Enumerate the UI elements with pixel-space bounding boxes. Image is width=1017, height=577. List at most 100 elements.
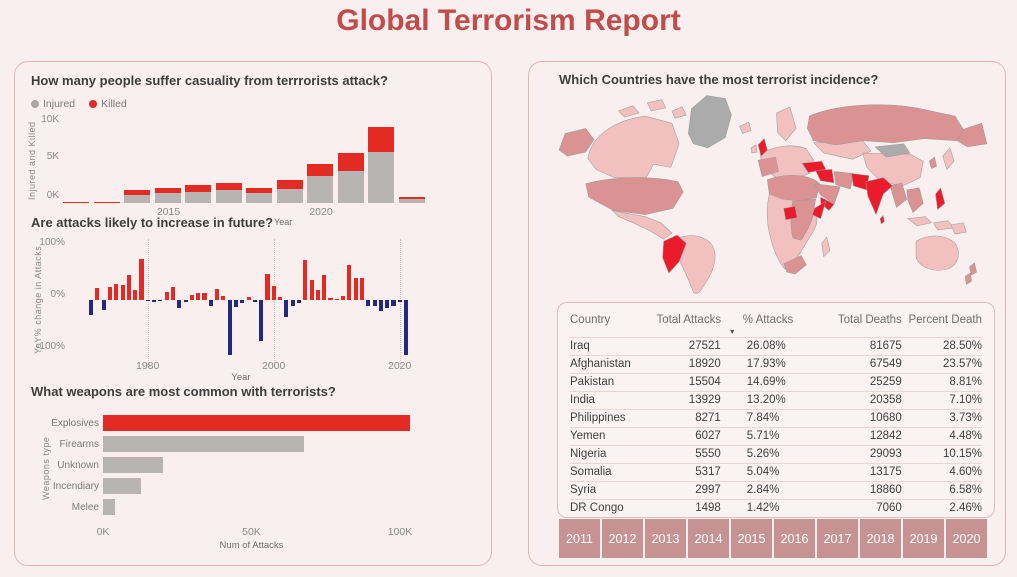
map-region-mexico-central-america[interactable] (611, 210, 673, 240)
yoy-bar-1972[interactable] (95, 288, 100, 300)
yoy-bar-2011[interactable] (341, 295, 346, 300)
casualty-bar-2014[interactable] (124, 119, 150, 203)
yoy-bar-2010[interactable] (334, 298, 339, 300)
casualty-bar-2019[interactable] (276, 119, 303, 203)
yoy-bar-2000[interactable] (271, 285, 276, 300)
yoy-bar-1988[interactable] (196, 293, 201, 300)
map-region-arctic-islands[interactable] (618, 99, 687, 119)
column-header-percent-death[interactable]: Percent Death (908, 314, 982, 326)
yoy-bar-2005[interactable] (303, 260, 308, 300)
map-region-scandinavia[interactable] (776, 106, 797, 142)
weapons-chart-plot[interactable]: Explosives Firearms Unknown Incendiary Melee (43, 415, 473, 520)
yoy-bar-2013[interactable] (353, 278, 358, 300)
map-region-korea[interactable] (929, 156, 937, 169)
year-button-2018[interactable]: 2018 (860, 519, 901, 558)
yoy-bar-1979[interactable] (139, 258, 144, 300)
map-region-france-iberia[interactable] (757, 156, 779, 177)
map-region-indonesia[interactable] (907, 216, 955, 231)
map-region-madagascar[interactable] (821, 236, 831, 258)
map-region-russia-far-east[interactable] (956, 122, 988, 148)
yoy-bar-1990[interactable] (208, 300, 213, 306)
map-region-russia[interactable] (807, 104, 964, 146)
map-region-new-guinea[interactable] (950, 222, 967, 235)
map-region-india[interactable] (865, 177, 893, 216)
map-region-myanmar[interactable] (890, 182, 908, 208)
year-button-2015[interactable]: 2015 (731, 519, 772, 558)
yoy-chart-plot[interactable] (69, 239, 413, 367)
map-region-indochina[interactable] (906, 187, 924, 213)
map-region-canada[interactable] (587, 115, 680, 178)
table-row-afghanistan[interactable]: Afghanistan 18920 17.93% 67549 23.57% (570, 355, 982, 374)
yoy-bar-1986[interactable] (183, 300, 188, 302)
year-button-2014[interactable]: 2014 (688, 519, 729, 558)
map-region-somalia[interactable] (812, 200, 827, 220)
casualty-bar-2016[interactable] (185, 119, 211, 203)
yoy-bar-1971[interactable] (89, 300, 94, 315)
yoy-bar-2017[interactable] (378, 300, 383, 311)
map-region-sri-lanka[interactable] (879, 215, 885, 225)
column-header-country[interactable]: Country (570, 314, 611, 326)
casualty-bar-2023[interactable] (398, 119, 425, 203)
map-region-usa[interactable] (585, 177, 684, 215)
year-button-2017[interactable]: 2017 (817, 519, 858, 558)
yoy-bar-2001[interactable] (278, 296, 283, 300)
casualty-bar-2020[interactable] (307, 119, 333, 203)
table-row-nigeria[interactable]: Nigeria 5550 5.26% 29093 10.15% (570, 445, 982, 464)
casualty-bar-2018[interactable] (246, 119, 272, 203)
year-button-2019[interactable]: 2019 (903, 519, 944, 558)
map-region-south-africa[interactable] (783, 255, 807, 275)
table-row-somalia[interactable]: Somalia 5317 5.04% 13175 4.60% (570, 463, 982, 482)
table-row-iraq[interactable]: Iraq 27521 26.08% 81675 28.50% (570, 337, 982, 356)
yoy-bar-1999[interactable] (265, 273, 270, 300)
yoy-bar-2007[interactable] (315, 290, 320, 300)
yoy-bar-1980[interactable] (145, 300, 150, 302)
weapon-bar-melee[interactable] (103, 499, 116, 515)
yoy-bar-2020[interactable] (397, 300, 402, 302)
casualty-bar-2021[interactable] (337, 119, 364, 203)
map-region-united-kingdom[interactable] (757, 138, 768, 157)
yoy-bar-2014[interactable] (359, 278, 365, 300)
yoy-bar-2015[interactable] (366, 300, 371, 307)
yoy-bar-2004[interactable] (296, 300, 302, 304)
yoy-bar-1984[interactable] (170, 286, 176, 300)
casualty-bar-2022[interactable] (368, 119, 394, 203)
weapon-bar-explosives[interactable] (103, 415, 411, 431)
map-region-turkey[interactable] (801, 160, 827, 173)
table-row-philippines[interactable]: Philippines 8271 7.84% 10680 3.73% (570, 409, 982, 428)
column-header-pct-attacks[interactable]: ▼ % Attacks (729, 307, 826, 338)
yoy-bar-1998[interactable] (259, 300, 264, 342)
weapon-bar-incendiary[interactable] (103, 478, 142, 494)
map-region-china[interactable] (862, 152, 924, 187)
yoy-bar-1987[interactable] (189, 294, 194, 300)
table-row-pakistan[interactable]: Pakistan 15504 14.69% 25259 8.81% (570, 373, 982, 392)
year-button-2016[interactable]: 2016 (774, 519, 815, 558)
yoy-bar-1996[interactable] (246, 297, 251, 300)
yoy-bar-1995[interactable] (240, 300, 245, 303)
column-header-total-attacks[interactable]: Total Attacks (656, 314, 722, 326)
casualty-bar-2017[interactable] (215, 119, 242, 203)
table-row-india[interactable]: India 13929 13.20% 20358 7.10% (570, 391, 982, 410)
map-region-north-africa[interactable] (767, 175, 820, 202)
yoy-bar-1989[interactable] (202, 292, 207, 300)
yoy-bar-1982[interactable] (158, 300, 163, 302)
year-button-2012[interactable]: 2012 (602, 519, 643, 558)
year-button-2011[interactable]: 2011 (559, 519, 600, 558)
yoy-bar-2018[interactable] (385, 300, 390, 308)
map-region-mongolia[interactable] (874, 143, 911, 158)
map-region-philippines[interactable] (935, 187, 946, 210)
column-header-total-deaths[interactable]: Total Deaths (837, 314, 902, 326)
yoy-bar-1992[interactable] (221, 295, 226, 300)
map-region-iraq-syria[interactable] (815, 169, 835, 184)
table-row-syria[interactable]: Syria 2997 2.84% 18860 6.58% (570, 481, 982, 500)
yoy-bar-2021[interactable] (404, 300, 409, 355)
yoy-bar-2003[interactable] (290, 300, 295, 306)
table-row-yemen[interactable]: Yemen 6027 5.71% 12842 4.48% (570, 427, 982, 446)
year-button-2020[interactable]: 2020 (946, 519, 987, 558)
casualty-bar-2015[interactable] (154, 119, 181, 203)
map-region-yemen[interactable] (820, 196, 835, 211)
map-region-japan[interactable] (942, 147, 955, 170)
yoy-bar-1981[interactable] (152, 300, 157, 302)
map-region-iceland[interactable] (739, 121, 752, 134)
yoy-bar-1983[interactable] (164, 291, 169, 300)
weapon-bar-unknown[interactable] (103, 457, 163, 473)
